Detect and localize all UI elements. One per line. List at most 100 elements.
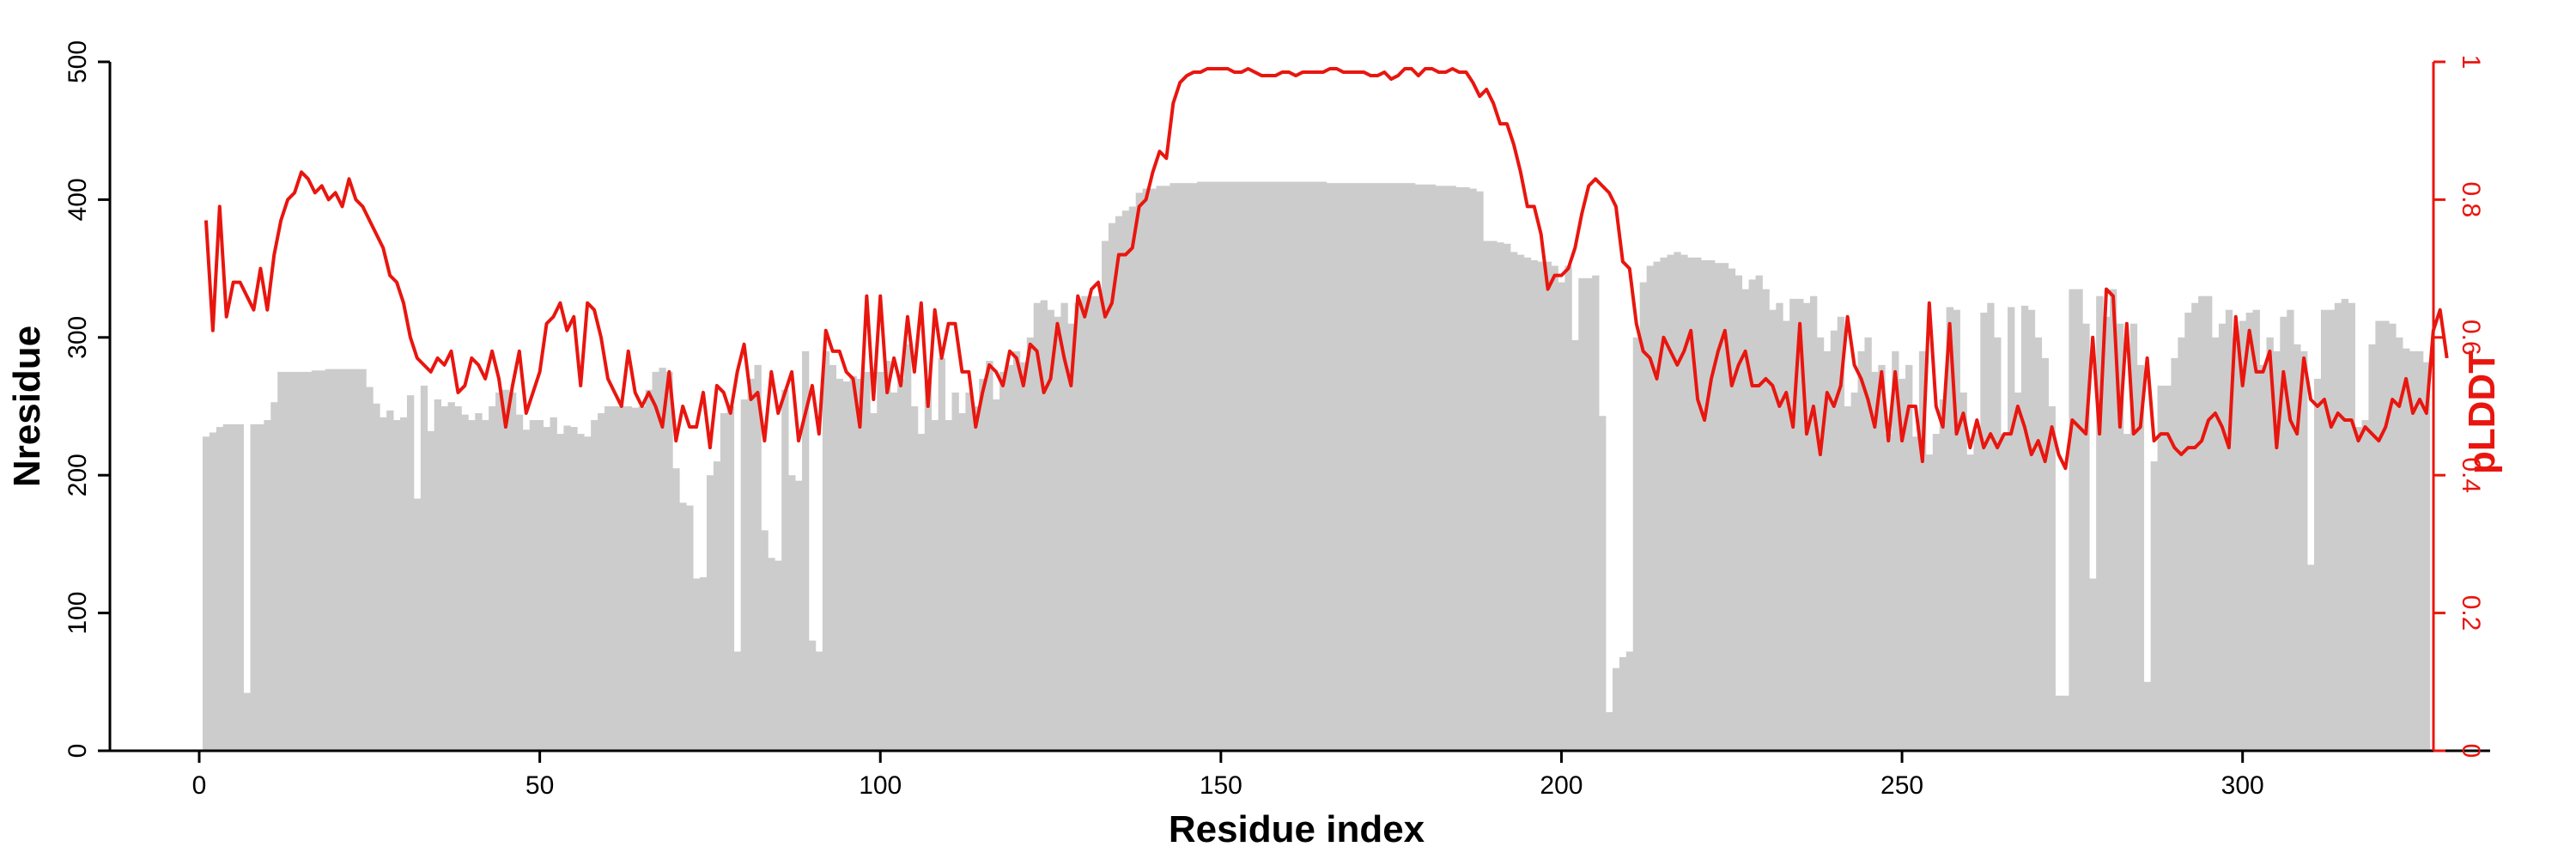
y-tick-label: 300 [64, 316, 92, 359]
bar [1544, 261, 1552, 752]
y-tick-label: 400 [64, 178, 92, 221]
bar [1878, 364, 1886, 751]
bar [1783, 320, 1790, 751]
bar [475, 413, 483, 751]
bar [1279, 181, 1286, 752]
bar [877, 371, 884, 751]
bar [1674, 252, 1681, 752]
bar [2171, 357, 2178, 751]
bar [2020, 305, 2029, 751]
bar [2116, 323, 2124, 751]
bar [986, 361, 993, 751]
bar [720, 413, 728, 751]
bar [761, 530, 769, 751]
bar [1564, 265, 1572, 751]
bar [1803, 302, 1811, 751]
bar [1490, 241, 1498, 751]
plddt-line [204, 67, 2449, 471]
bar [1857, 350, 1865, 751]
bar [1019, 362, 1028, 751]
bar [1067, 323, 1075, 751]
bar [2287, 309, 2294, 752]
bar [1449, 186, 1456, 752]
bar [420, 385, 428, 751]
bar [2232, 337, 2240, 751]
bar [2178, 337, 2185, 751]
bar [2103, 316, 2111, 751]
bar [1946, 307, 1953, 751]
bar [1026, 337, 1035, 751]
bar [1497, 242, 1504, 751]
bar [1735, 275, 1743, 751]
bar [1033, 302, 1042, 751]
bar [652, 371, 659, 751]
bar [2136, 364, 2145, 751]
bar [1421, 184, 1430, 751]
bar [1844, 406, 1851, 751]
bar [1639, 282, 1648, 751]
bar [2055, 695, 2063, 751]
bar [1381, 183, 1388, 751]
bar [202, 436, 210, 751]
bar [822, 350, 830, 751]
bar [1925, 454, 1934, 751]
bar [1312, 181, 1321, 752]
bar [468, 420, 476, 751]
bar [910, 406, 919, 751]
bar [2198, 295, 2206, 751]
bar [1244, 181, 1252, 752]
bar [338, 369, 346, 751]
bar [454, 406, 462, 751]
bar [1708, 259, 1716, 752]
bar [1667, 254, 1674, 751]
x-tick-label: 200 [1540, 771, 1583, 800]
bar [1258, 181, 1266, 752]
bar [1585, 277, 1593, 752]
bar [222, 423, 231, 751]
bar [775, 560, 782, 751]
bar [1197, 181, 1205, 752]
bar [250, 423, 258, 751]
y2-tick-label: 0.4 [2457, 457, 2485, 493]
bar [1850, 392, 1858, 751]
bar [917, 434, 926, 751]
bar [373, 403, 380, 751]
bar [1612, 667, 1620, 751]
bar [1660, 257, 1668, 751]
bar [1905, 364, 1913, 751]
bar [1121, 210, 1130, 752]
bar [2313, 378, 2322, 751]
bar [243, 692, 251, 751]
bar [1455, 186, 1463, 751]
bar [604, 406, 612, 751]
bar [624, 406, 633, 751]
y-tick-label: 500 [64, 40, 92, 83]
bar [2062, 695, 2069, 751]
x-axis-title: Residue index [1169, 808, 1425, 850]
bar [1204, 181, 1212, 752]
bar [550, 417, 557, 751]
y2-tick-label: 0.6 [2457, 320, 2485, 356]
bar [1319, 181, 1327, 752]
bar [1292, 181, 1300, 752]
bar [2191, 302, 2199, 751]
bar [1823, 350, 1832, 751]
bar [958, 413, 966, 751]
bar [938, 357, 945, 751]
bar [522, 430, 531, 751]
bar [229, 423, 238, 751]
bar [2014, 392, 2022, 751]
y2-tick-label: 1 [2457, 55, 2485, 70]
bar [1680, 254, 1688, 751]
bar [2409, 350, 2417, 751]
bar [1176, 183, 1184, 751]
bar [1230, 181, 1239, 752]
bar [884, 361, 891, 751]
bar [1606, 712, 1613, 751]
bar [1333, 183, 1341, 751]
bar [1776, 302, 1783, 751]
bar-series [202, 181, 2431, 752]
bar [863, 371, 871, 751]
y-tick-label: 200 [64, 454, 92, 497]
bar [1789, 298, 1797, 751]
